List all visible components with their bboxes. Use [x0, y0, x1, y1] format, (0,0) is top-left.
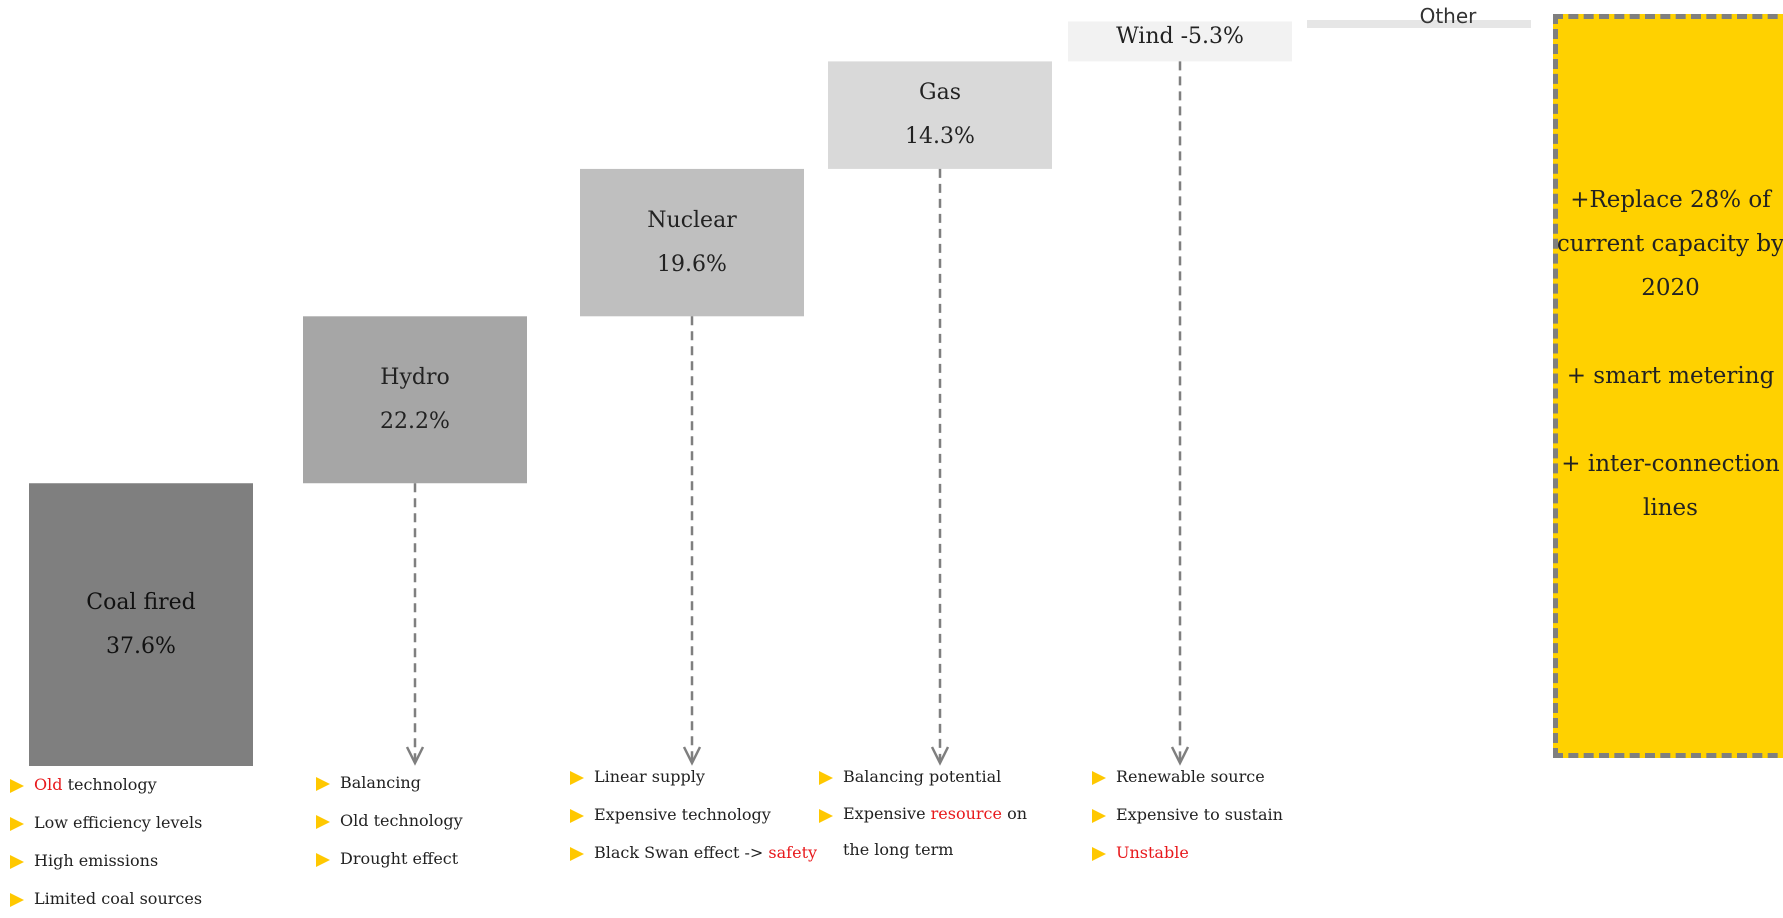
target-callout-text: +Replace 28% of current capacity by 2020… [1553, 178, 1783, 530]
bullet-text: Drought effect [340, 849, 459, 868]
bullet-item: Old technology [10, 766, 240, 804]
bullet-item: Unstable [1092, 834, 1322, 872]
bar-label-gas-value: 14.3% [905, 124, 975, 150]
bar-label-coal-name: Coal fired [86, 589, 196, 615]
highlighted-text: safety [768, 843, 818, 862]
bullet-item: Expensive to sustain [1092, 796, 1322, 834]
bar-label-gas: Gas 14.3% [828, 71, 1052, 159]
bullets-gas: Balancing potential Expensive resource on… [819, 758, 1054, 868]
triangle-bullet-icon [819, 771, 833, 785]
bullet-text: Low efficiency levels [34, 813, 203, 832]
bar-gas [828, 61, 1052, 169]
triangle-bullet-icon [316, 815, 330, 829]
bar-label-wind-separator: - [1173, 23, 1189, 49]
bullet-item: Linear supply [570, 758, 815, 796]
bullet-text: Expensive technology [594, 805, 771, 824]
bullet-item: Low efficiency levels [10, 804, 240, 842]
bar-label-coal-value: 37.6% [106, 633, 176, 659]
highlighted-text: Old [34, 775, 63, 794]
triangle-bullet-icon [570, 847, 584, 861]
bar-label-wind: Wind -5.3% [1068, 23, 1292, 51]
triangle-bullet-icon [570, 771, 584, 785]
bar-label-hydro: Hydro 22.2% [303, 356, 527, 444]
bar-label-other: Other [1419, 4, 1477, 28]
bar-label-nuclear: Nuclear 19.6% [580, 199, 804, 287]
highlighted-text: resource [930, 804, 1002, 823]
triangle-bullet-icon [819, 809, 833, 823]
triangle-bullet-icon [1092, 809, 1106, 823]
bar-label-hydro-value: 22.2% [380, 408, 450, 434]
bullet-text: Balancing [340, 773, 421, 792]
triangle-bullet-icon [10, 855, 24, 869]
connector-nuclear-arrowhead [682, 746, 702, 766]
bar-hydro [303, 316, 527, 484]
bar-label-hydro-name: Hydro [380, 364, 450, 390]
bar-label-gas-name: Gas [919, 80, 961, 106]
bullets-wind: Renewable source Expensive to sustain Unst… [1092, 758, 1322, 872]
bullets-nuclear: Linear supply Expensive technology Black S… [570, 758, 818, 872]
bullet-text: Old technology [340, 811, 463, 830]
bar-other [1307, 20, 1531, 28]
triangle-bullet-icon [1092, 847, 1106, 861]
triangle-bullet-icon [570, 809, 584, 823]
bullet-item: Renewable source [1092, 758, 1322, 796]
bullets-hydro: Balancing Old technology Drought effect [316, 764, 546, 878]
bar-label-wind-name: Wind [1116, 23, 1174, 49]
callout-line-replace: +Replace 28% of current capacity by 2020 [1556, 187, 1783, 301]
triangle-bullet-icon [10, 817, 24, 831]
callout-line-metering: + smart metering [1566, 363, 1775, 389]
bar-wind [1068, 21, 1292, 62]
bar-label-nuclear-value: 19.6% [657, 251, 727, 277]
target-callout-box [1553, 14, 1783, 758]
bullet-item: Drought effect [316, 840, 546, 878]
triangle-bullet-icon [10, 893, 24, 907]
bar-nuclear [580, 168, 804, 317]
bullet-item: Old technology [316, 802, 546, 840]
bar-label-nuclear-name: Nuclear [647, 207, 737, 233]
bullet-text: technology [62, 775, 157, 794]
bullet-text: Renewable source [1116, 767, 1265, 786]
bar-label-coal: Coal fired 37.6% [29, 581, 253, 669]
bullet-item: Balancing [316, 764, 546, 802]
connector-gas-arrowhead [930, 746, 950, 766]
bullet-text: Expensive [843, 804, 931, 823]
bullet-text: Limited coal sources [34, 889, 203, 908]
triangle-bullet-icon [316, 777, 330, 791]
bullet-item: Expensive resource on the long term [819, 796, 1054, 868]
callout-line-interconnection: + inter-connection lines [1561, 451, 1780, 521]
highlighted-text: Unstable [1116, 843, 1189, 862]
triangle-bullet-icon [316, 853, 330, 867]
bullet-item: High emissions [10, 842, 240, 880]
bar-label-wind-value: 5.3% [1188, 23, 1244, 49]
bullet-item: Black Swan effect -> safety [570, 834, 818, 872]
bullet-text: Expensive to sustain [1116, 805, 1283, 824]
connector-hydro-arrowhead [405, 746, 425, 766]
triangle-bullet-icon [10, 779, 24, 793]
connector-wind-arrowhead [1170, 746, 1190, 766]
bullets-coal: Old technology Low efficiency levels High … [10, 766, 240, 918]
bullet-text: Balancing potential [843, 767, 1002, 786]
bullet-text: Black Swan effect -> [594, 843, 769, 862]
bullet-item: Limited coal sources [10, 880, 240, 918]
bullet-item: Balancing potential [819, 758, 1054, 796]
bullet-text: Linear supply [594, 767, 705, 786]
bullet-text: on the long term [843, 804, 1028, 859]
bullet-item: Expensive technology [570, 796, 815, 834]
bar-coal [29, 483, 253, 766]
triangle-bullet-icon [1092, 771, 1106, 785]
bullet-text: High emissions [34, 851, 159, 870]
